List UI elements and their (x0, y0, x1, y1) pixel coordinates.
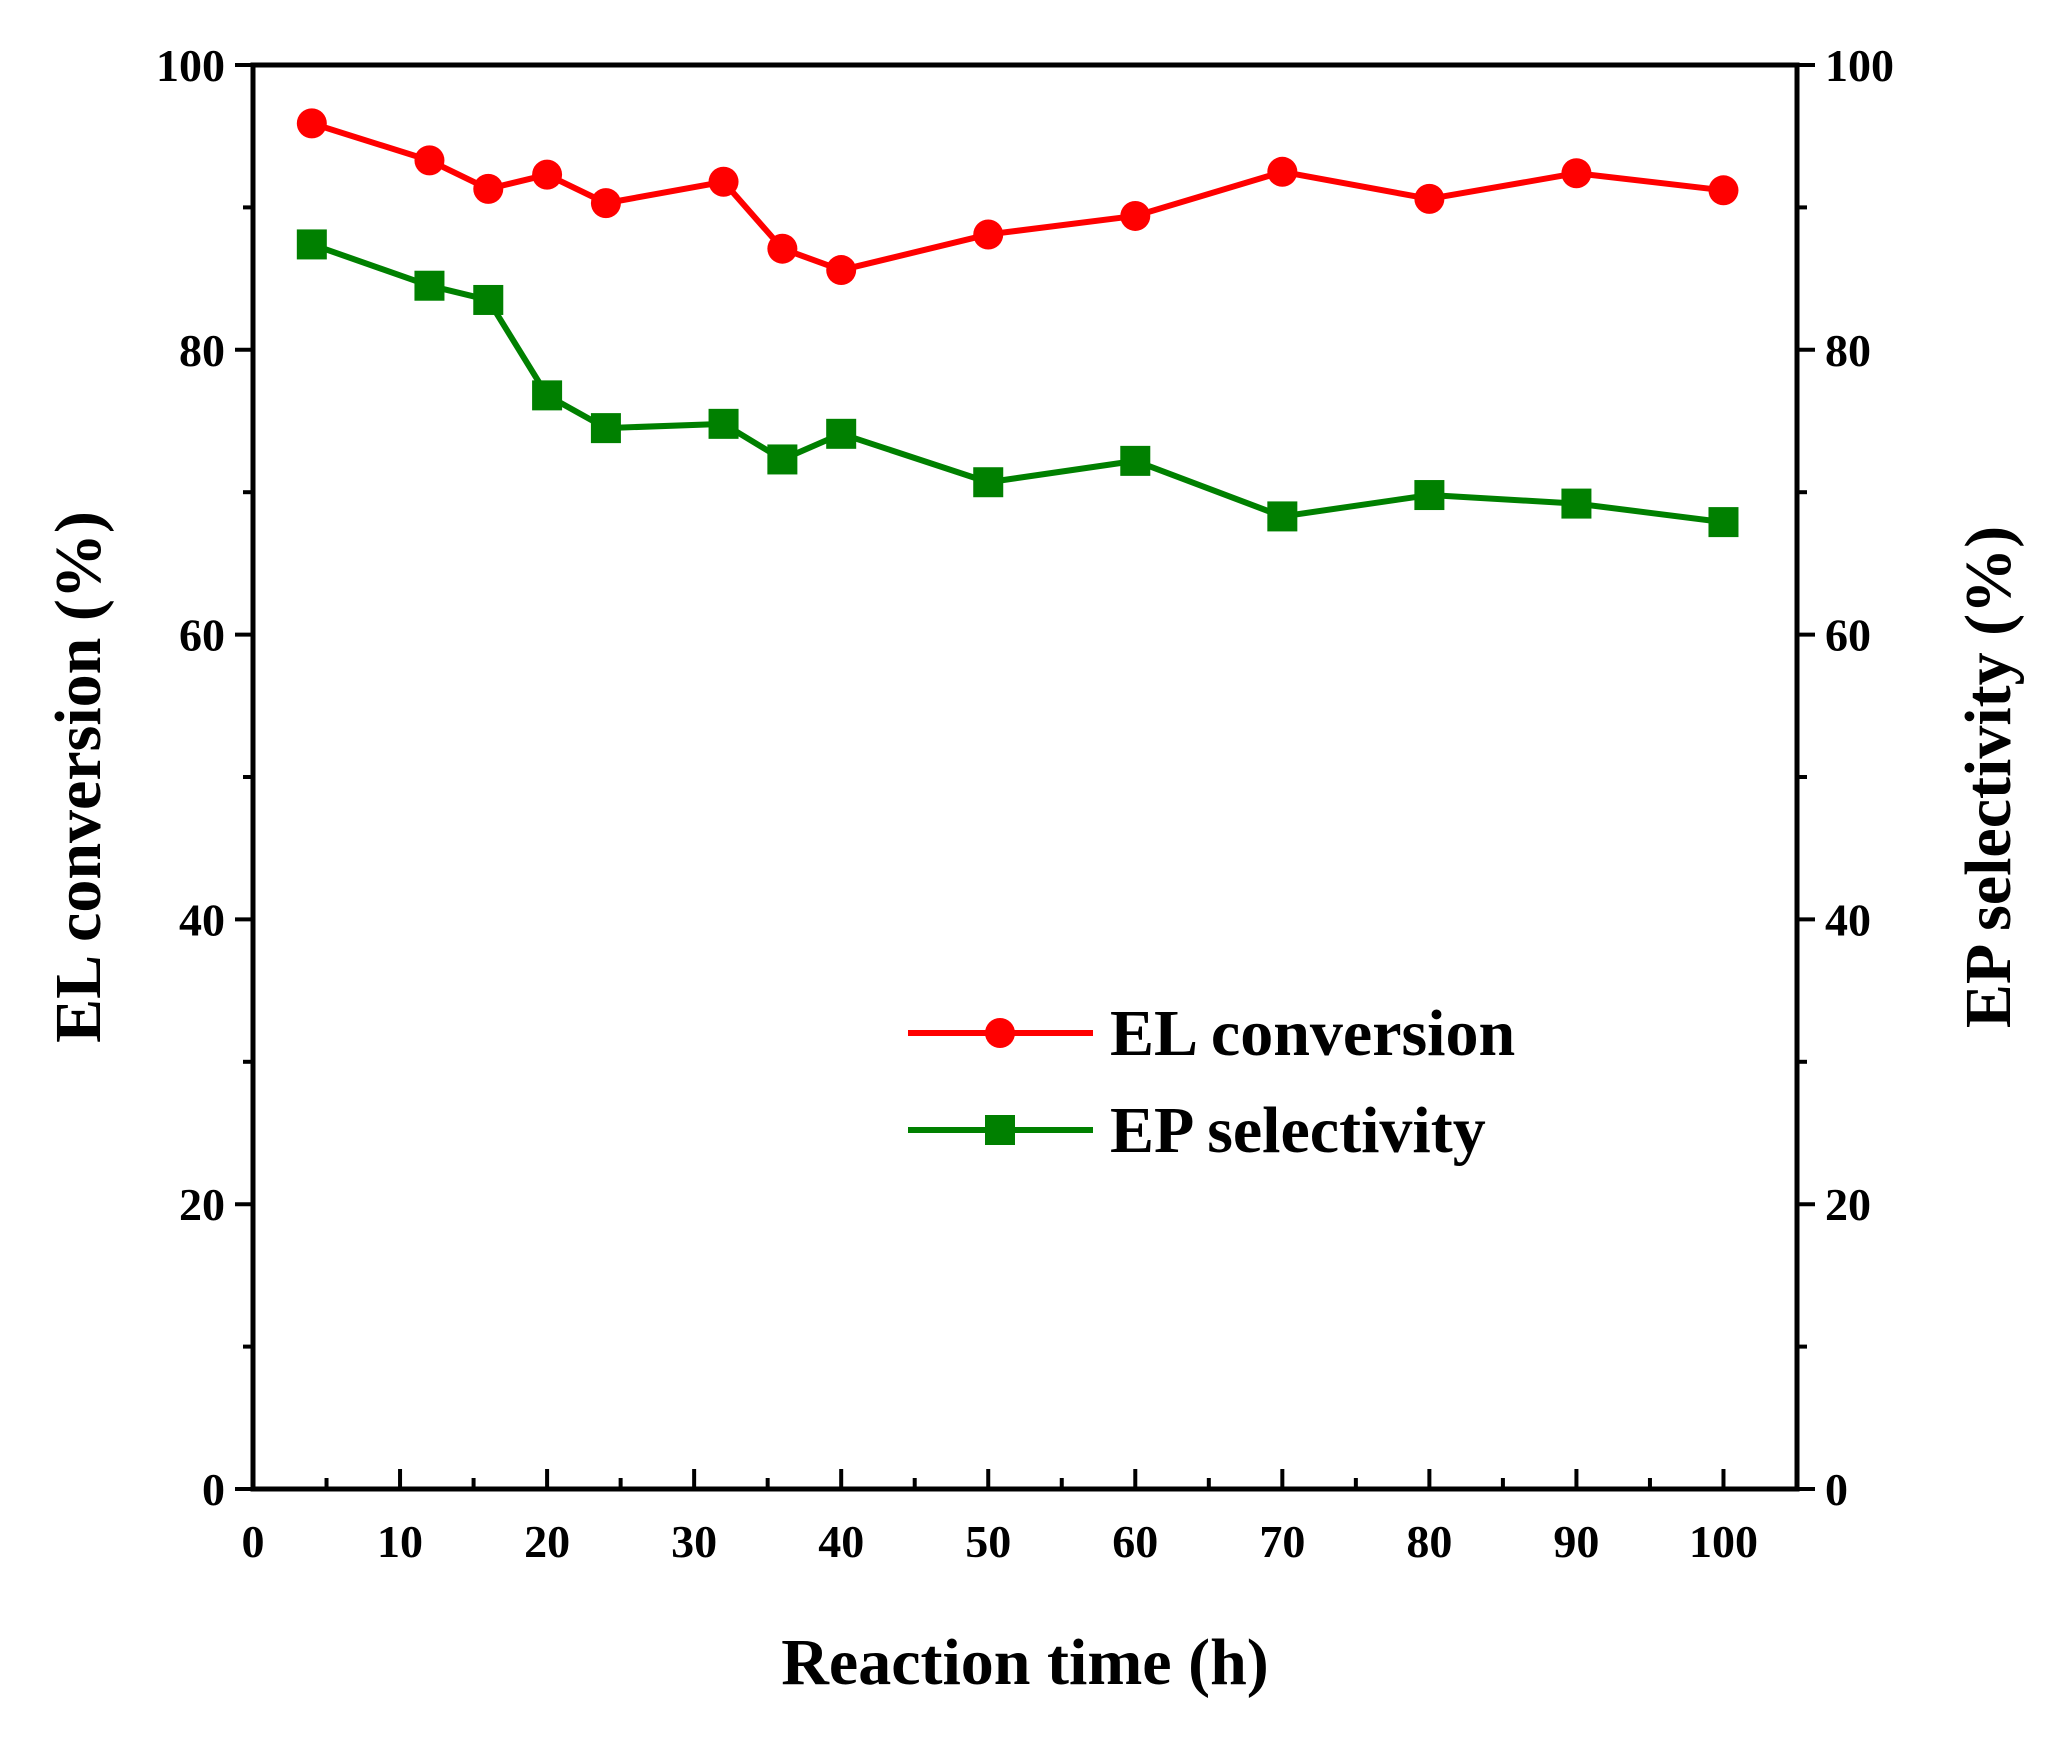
data-point-el-conversion (1120, 200, 1151, 231)
data-point-el-conversion (473, 173, 504, 204)
y-left-tick-label: 20 (179, 1179, 225, 1230)
y-right-tick-label: 0 (1825, 1464, 1848, 1515)
y-left-tick-label: 100 (156, 40, 225, 91)
data-point-ep-selectivity (1561, 488, 1592, 519)
data-point-ep-selectivity (1708, 507, 1739, 538)
data-point-el-conversion (1267, 156, 1298, 187)
data-point-ep-selectivity (473, 284, 504, 315)
data-point-ep-selectivity (590, 413, 621, 444)
x-tick-label: 100 (1689, 1516, 1758, 1567)
y-right-tick-label: 100 (1825, 40, 1894, 91)
y-left-tick-label: 40 (179, 894, 225, 945)
data-point-ep-selectivity (296, 229, 327, 260)
x-tick-label: 10 (377, 1516, 423, 1567)
y-right-tick-label: 80 (1825, 325, 1871, 376)
x-tick-label: 60 (1112, 1516, 1158, 1567)
data-point-ep-selectivity (973, 467, 1004, 498)
x-tick-label: 40 (818, 1516, 864, 1567)
data-point-el-conversion (590, 188, 621, 219)
data-point-el-conversion (414, 145, 445, 176)
data-point-el-conversion (296, 108, 327, 139)
data-point-el-conversion (708, 166, 739, 197)
y-axis-left-title: EL conversion (%) (42, 511, 115, 1043)
data-point-el-conversion (1561, 158, 1592, 189)
data-point-ep-selectivity (532, 380, 563, 411)
labels-group: 0 10 20 30 40 50 60 70 80 90 100 0 20 40 60 80 100 0 20 40 6… (156, 40, 1894, 1567)
data-point-ep-selectivity (826, 418, 857, 449)
y-axis-right-title: EP selectivity (%) (1952, 526, 2025, 1028)
legend-marker-ep-selectivity (985, 1115, 1015, 1145)
legend-label-el-conversion: EL conversion (1110, 997, 1515, 1070)
y-left-tick-label: 0 (202, 1464, 225, 1515)
legend-marker-el-conversion (985, 1018, 1015, 1048)
series-line-ep-selectivity (310, 241, 1724, 526)
data-point-el-conversion (767, 233, 798, 264)
y-left-tick-label: 60 (179, 610, 225, 661)
data-point-ep-selectivity (767, 444, 798, 475)
legend-label-ep-selectivity: EP selectivity (1110, 1094, 1486, 1167)
x-tick-label: 30 (671, 1516, 717, 1567)
x-tick-label: 70 (1259, 1516, 1305, 1567)
y-right-tick-label: 20 (1825, 1179, 1871, 1230)
x-tick-label: 90 (1553, 1516, 1599, 1567)
y-right-tick-label: 60 (1825, 610, 1871, 661)
data-point-el-conversion (1414, 183, 1445, 214)
x-tick-label: 50 (965, 1516, 1011, 1567)
legend: EL conversion EP selectivity (908, 997, 1515, 1167)
data-point-ep-selectivity (708, 408, 739, 439)
y-right-tick-label: 40 (1825, 894, 1871, 945)
data-point-ep-selectivity (414, 270, 445, 301)
x-tick-label: 0 (242, 1516, 265, 1567)
x-tick-label: 20 (524, 1516, 570, 1567)
data-point-ep-selectivity (1120, 445, 1151, 476)
data-point-el-conversion (1708, 175, 1739, 206)
data-point-el-conversion (973, 219, 1004, 250)
data-point-el-conversion (826, 255, 857, 286)
plot-frame (250, 62, 1800, 1492)
x-tick-label: 80 (1406, 1516, 1452, 1567)
data-point-ep-selectivity (1414, 480, 1445, 511)
data-point-ep-selectivity (1267, 501, 1298, 532)
x-axis-title: Reaction time (h) (781, 1626, 1269, 1699)
series-group (296, 108, 1739, 538)
data-point-el-conversion (532, 159, 563, 190)
y-left-tick-label: 80 (179, 325, 225, 376)
